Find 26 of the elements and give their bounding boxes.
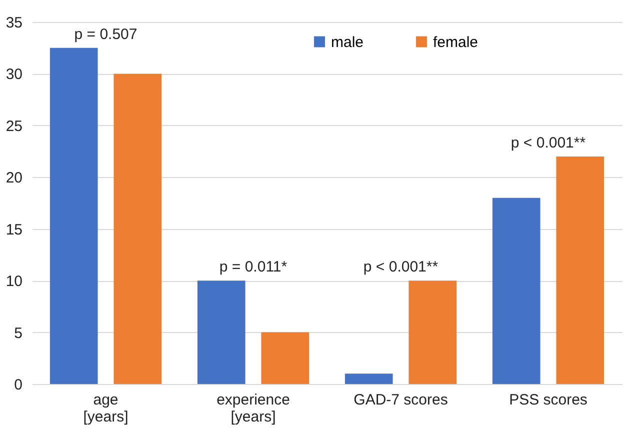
y-tick-label: 35 xyxy=(6,14,22,32)
y-tick-label: 5 xyxy=(14,324,22,342)
bar xyxy=(344,374,393,384)
x-tick-label: PSS scores xyxy=(509,392,588,408)
bar xyxy=(492,198,540,384)
annotation: p = 0.011* xyxy=(219,258,288,276)
legend-label: female xyxy=(433,34,478,51)
annotation: p < 0.001** xyxy=(363,258,438,276)
y-tick-label: 15 xyxy=(6,221,22,238)
y-tick-label: 10 xyxy=(6,273,22,290)
x-tick-label: GAD-7 scores xyxy=(354,392,448,408)
y-tick-label: 30 xyxy=(6,66,22,84)
bar xyxy=(114,74,162,384)
bar xyxy=(197,280,246,384)
bar xyxy=(50,48,98,384)
bar xyxy=(261,332,310,384)
y-tick-label: 0 xyxy=(14,376,22,394)
y-tick-label: 25 xyxy=(6,118,22,135)
x-tick-label: experience [years] xyxy=(216,392,290,426)
annotation: p = 0.507 xyxy=(74,26,138,43)
x-tick-label: age [years] xyxy=(83,392,128,426)
annotation: p < 0.001** xyxy=(510,134,586,152)
y-tick-label: 20 xyxy=(6,170,22,187)
bar xyxy=(556,156,604,384)
legend-label: male xyxy=(331,34,364,51)
bar xyxy=(408,280,457,384)
